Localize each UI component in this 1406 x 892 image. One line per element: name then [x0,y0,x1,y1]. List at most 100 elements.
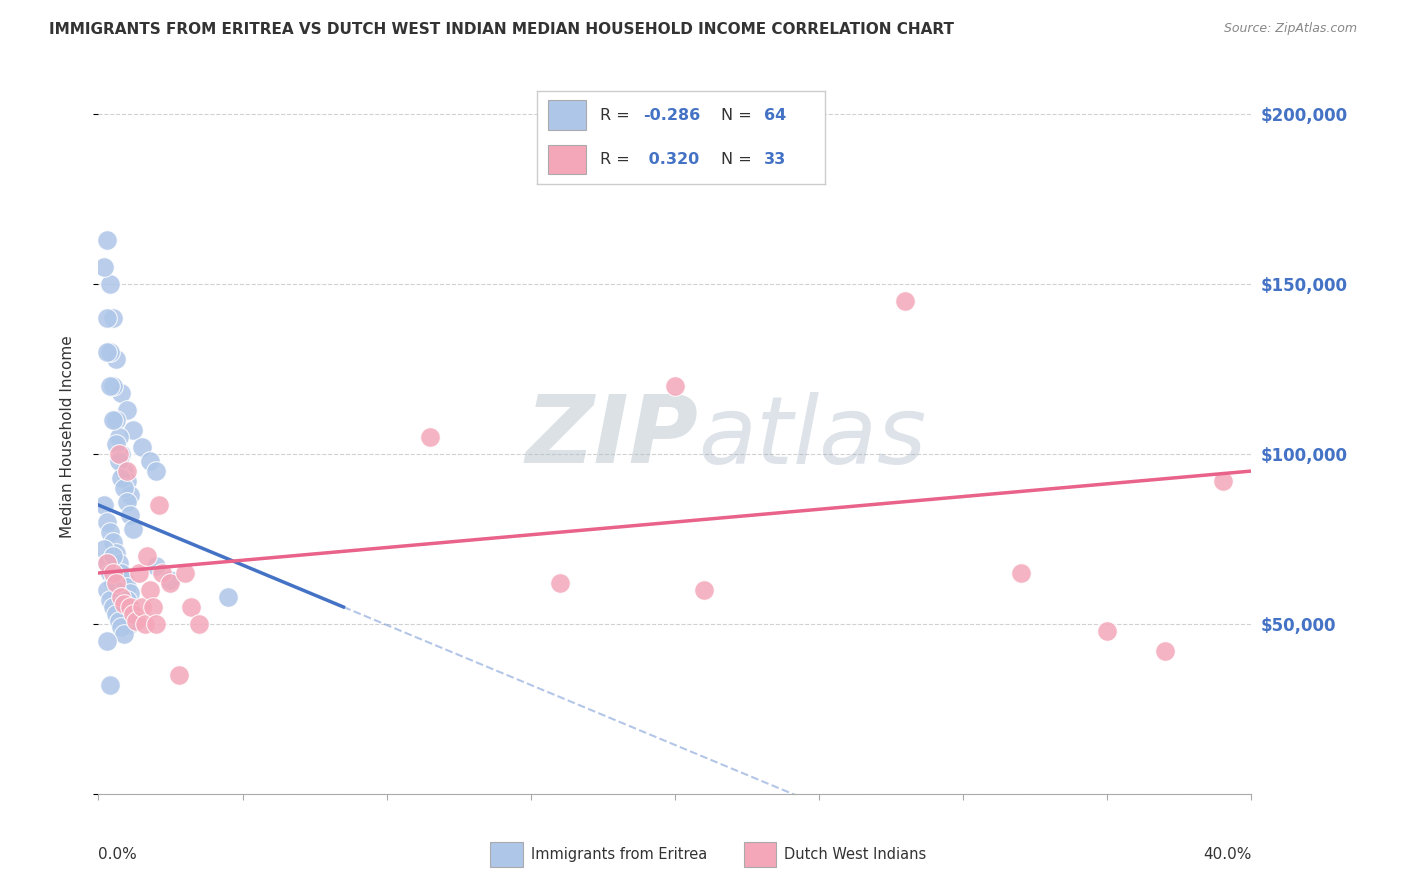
Point [107,614,129,628]
Point [120,586,142,600]
Point [107,454,129,468]
Text: Source: ZipAtlas.com: Source: ZipAtlas.com [1223,22,1357,36]
Point [1010,566,1032,580]
Point [419,430,441,444]
Point [167,668,190,682]
Point [101,379,124,393]
Point [101,576,124,591]
Point [120,488,142,502]
Point [117,580,139,594]
Point [145,464,167,478]
Point [131,599,153,614]
Point [110,597,132,611]
Point [1212,475,1234,489]
Point [139,454,162,468]
Point [104,576,127,591]
Point [122,522,145,536]
Point [112,603,135,617]
Text: 40.0%: 40.0% [1204,847,1251,862]
Point [122,423,145,437]
Point [96,634,118,648]
Point [96,311,118,326]
Point [107,447,129,461]
Point [174,566,197,580]
Point [112,597,135,611]
Point [120,617,142,632]
Point [117,593,139,607]
Point [110,385,132,400]
Point [180,599,202,614]
Point [125,614,148,628]
Point [110,447,132,461]
Point [122,607,145,621]
Point [110,620,132,634]
Point [142,599,165,614]
Point [93,498,115,512]
Point [98,345,121,359]
Point [101,566,124,580]
Point [136,549,159,563]
Point [150,566,173,580]
Point [120,508,142,523]
Point [104,546,127,560]
Point [107,590,129,604]
Point [134,617,156,632]
Point [110,566,132,580]
Point [98,379,121,393]
Text: ZIP: ZIP [524,391,697,483]
Point [93,542,115,557]
Point [101,535,124,549]
Text: Immigrants from Eritrea: Immigrants from Eritrea [531,847,707,862]
Point [101,311,124,326]
Point [107,556,129,570]
Point [101,599,124,614]
Point [117,475,139,489]
Point [104,351,127,366]
Point [139,582,162,597]
Point [96,345,118,359]
Y-axis label: Median Household Income: Median Household Income [60,335,75,539]
Point [98,566,121,580]
Point [98,678,121,692]
Point [112,481,135,495]
Point [1154,644,1177,658]
Point [894,294,917,309]
Point [96,582,118,597]
Point [96,515,118,529]
Point [98,277,121,292]
Point [101,549,124,563]
Point [693,582,716,597]
Point [104,437,127,451]
Point [117,403,139,417]
Text: Dutch West Indians: Dutch West Indians [785,847,927,862]
Point [548,576,571,591]
Point [104,607,127,621]
Bar [744,842,776,867]
Point [96,556,118,570]
Point [217,590,239,604]
Bar [491,842,523,867]
Point [98,525,121,540]
Point [159,576,181,591]
Point [112,573,135,587]
Point [117,464,139,478]
Point [120,599,142,614]
Point [131,440,153,454]
Point [128,566,150,580]
Point [96,556,118,570]
Point [148,498,170,512]
Point [112,627,135,641]
Point [110,471,132,485]
Point [159,573,181,587]
Point [1097,624,1119,638]
Point [110,590,132,604]
Point [101,413,124,427]
Point [93,260,115,275]
Point [98,593,121,607]
Point [112,464,135,478]
Text: 0.0%: 0.0% [98,847,138,862]
Text: IMMIGRANTS FROM ERITREA VS DUTCH WEST INDIAN MEDIAN HOUSEHOLD INCOME CORRELATION: IMMIGRANTS FROM ERITREA VS DUTCH WEST IN… [49,22,955,37]
Point [107,430,129,444]
Point [117,494,139,508]
Point [104,582,127,597]
